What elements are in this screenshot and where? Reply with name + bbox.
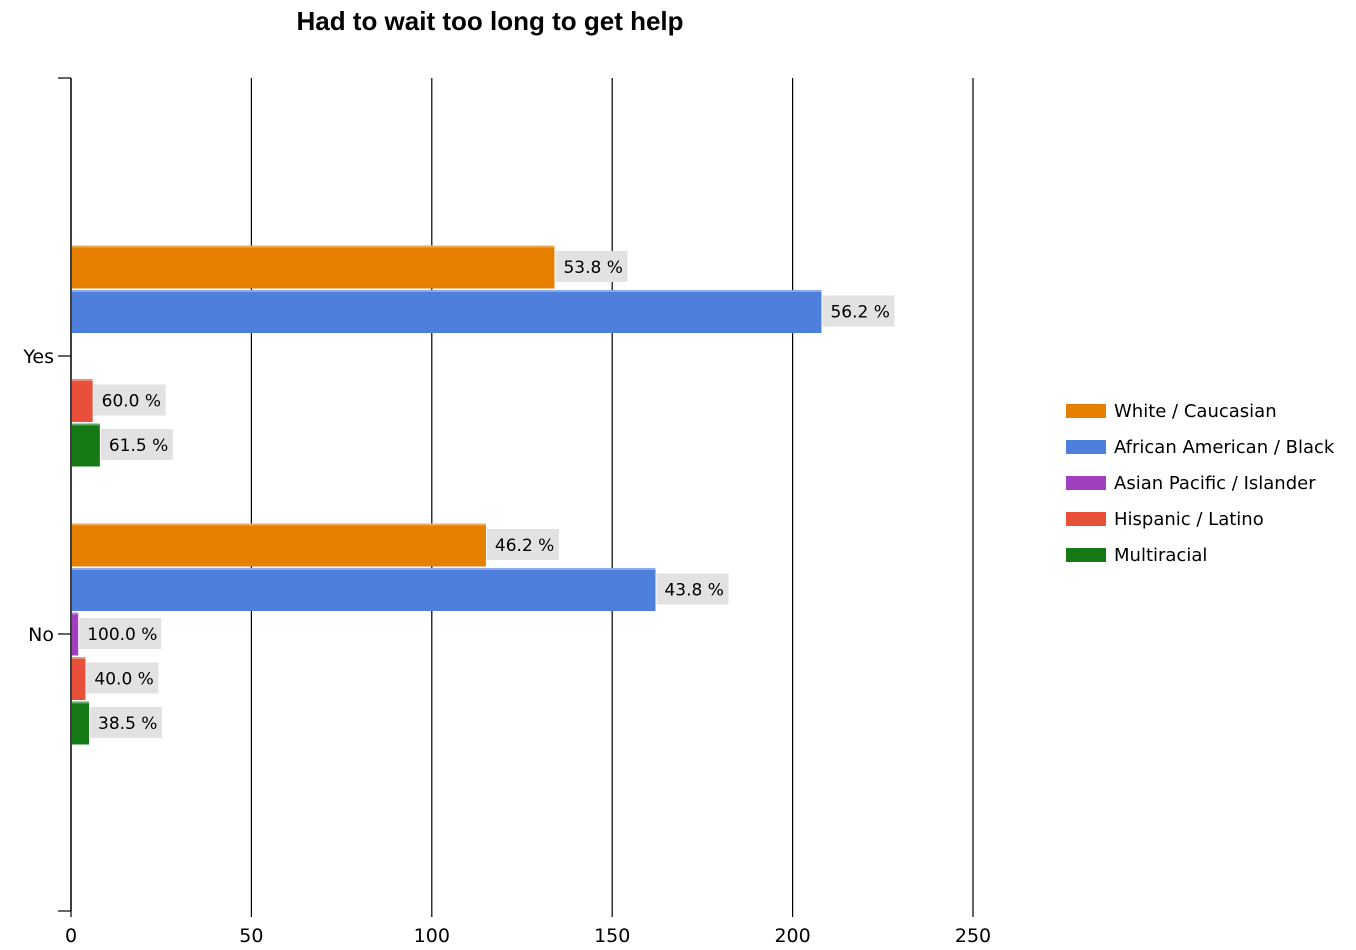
- data-label-bg: [86, 662, 159, 694]
- x-tick-label: 250: [955, 925, 991, 947]
- bar: [72, 423, 100, 467]
- data-label: 56.2 %: [830, 303, 889, 323]
- x-tick-label: 150: [594, 925, 630, 947]
- bar: [72, 568, 656, 611]
- legend-label: Multiracial: [1114, 544, 1208, 566]
- legend-label: Asian Pacific / Islander: [1114, 472, 1316, 494]
- bar: [72, 612, 79, 656]
- legend-label: White / Caucasian: [1114, 400, 1277, 422]
- legend-swatch: [1066, 440, 1106, 454]
- legend-item: Hispanic / Latino: [1066, 501, 1334, 537]
- bar: [72, 701, 90, 745]
- data-label: 60.0 %: [102, 392, 161, 412]
- bar-highlight: [72, 568, 656, 570]
- data-label: 53.8 %: [563, 258, 622, 278]
- data-label: 61.5 %: [109, 436, 168, 456]
- data-label-bg: [79, 618, 162, 649]
- bar: [72, 290, 822, 333]
- data-label: 100.0 %: [87, 625, 157, 645]
- bar-highlight: [72, 245, 555, 248]
- bar: [72, 245, 555, 289]
- legend-item: White / Caucasian: [1066, 393, 1334, 429]
- data-label-bg: [486, 529, 559, 560]
- bar-highlight: [72, 379, 93, 381]
- data-label-bg: [822, 295, 895, 327]
- bar-highlight: [72, 657, 86, 659]
- data-label-bg: [100, 429, 173, 460]
- legend-swatch: [1066, 548, 1106, 562]
- bar: [72, 379, 93, 422]
- data-label: 43.8 %: [664, 581, 723, 601]
- legend-item: Asian Pacific / Islander: [1066, 465, 1334, 501]
- axes: [58, 77, 974, 917]
- data-label: 38.5 %: [98, 714, 157, 734]
- x-tick-label: 50: [239, 925, 263, 947]
- data-label: 46.2 %: [495, 536, 554, 556]
- data-label-bg: [90, 707, 163, 738]
- chart-title: Had to wait too long to get help: [296, 6, 684, 36]
- labels: 0 50 100 150 200 250 Yes No 53.8 % 46.2 % 56.2 % 43…: [22, 251, 991, 947]
- legend-item: Multiracial: [1066, 537, 1334, 573]
- bar-highlight: [72, 701, 90, 704]
- bar-highlight: [72, 612, 79, 615]
- bar-highlight: [72, 423, 100, 426]
- legend-swatch: [1066, 476, 1106, 490]
- grid-lines: [250, 78, 974, 911]
- category-label: No: [28, 624, 54, 646]
- legend-swatch: [1066, 512, 1106, 526]
- bar-highlight: [72, 290, 822, 292]
- legend-label: African American / Black: [1114, 436, 1335, 458]
- data-label-bg: [656, 573, 729, 605]
- data-label-bg: [93, 384, 166, 416]
- legend-label: Hispanic / Latino: [1114, 508, 1264, 530]
- legend: White / Caucasian African American / Blac…: [1066, 393, 1334, 573]
- bar: [72, 523, 486, 567]
- legend-item: African American / Black: [1066, 429, 1334, 465]
- data-label-bg: [555, 251, 628, 282]
- x-tick-label: 200: [774, 925, 810, 947]
- bars: [72, 245, 822, 745]
- bar-highlight: [72, 523, 486, 526]
- legend-swatch: [1066, 404, 1106, 418]
- category-label: Yes: [22, 346, 54, 368]
- x-tick-label: 100: [414, 925, 450, 947]
- data-label: 40.0 %: [94, 670, 153, 690]
- bar: [72, 657, 86, 700]
- x-tick-label: 0: [65, 925, 77, 947]
